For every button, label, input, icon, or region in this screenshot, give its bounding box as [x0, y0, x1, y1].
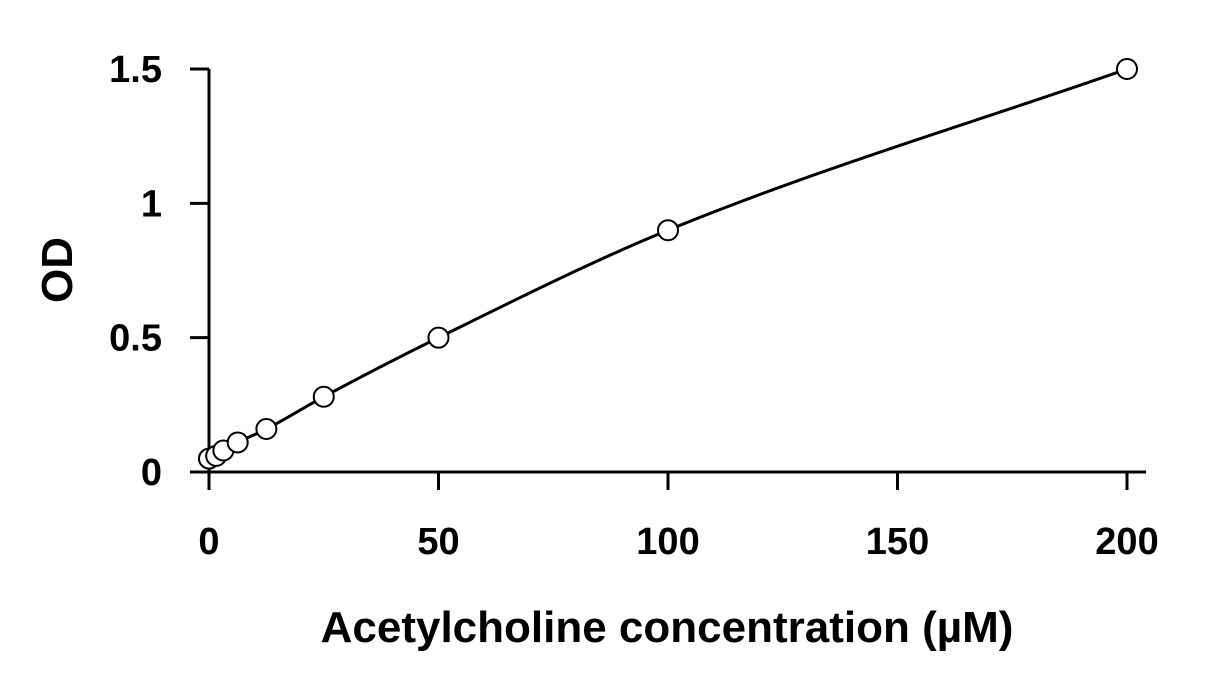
tick-labels: 0 0.5 1 1.5 0 50 100 150 200 [109, 49, 1159, 563]
y-axis-title: OD [33, 237, 82, 303]
x-tick-label: 200 [1095, 521, 1158, 563]
data-point [255, 418, 278, 441]
data-point [657, 219, 679, 242]
x-tick-label: 100 [636, 521, 699, 563]
data-point [1116, 58, 1138, 80]
axes [190, 67, 1146, 490]
x-tick-label: 0 [198, 521, 219, 563]
x-tick-label: 150 [866, 521, 929, 563]
data-point [427, 326, 450, 349]
y-tick-label: 1.5 [109, 49, 162, 91]
y-tick-label: 0 [141, 452, 162, 494]
data-points [198, 58, 1138, 470]
data-point [312, 385, 335, 408]
fit-curve [208, 67, 1128, 460]
data-point [226, 431, 249, 454]
x-axis-title: Acetylcholine concentration (µM) [321, 603, 1014, 652]
y-tick-label: 0.5 [109, 318, 162, 360]
y-tick-label: 1 [141, 183, 162, 225]
fit-curve-layer [208, 67, 1128, 460]
x-tick-label: 50 [417, 521, 459, 563]
